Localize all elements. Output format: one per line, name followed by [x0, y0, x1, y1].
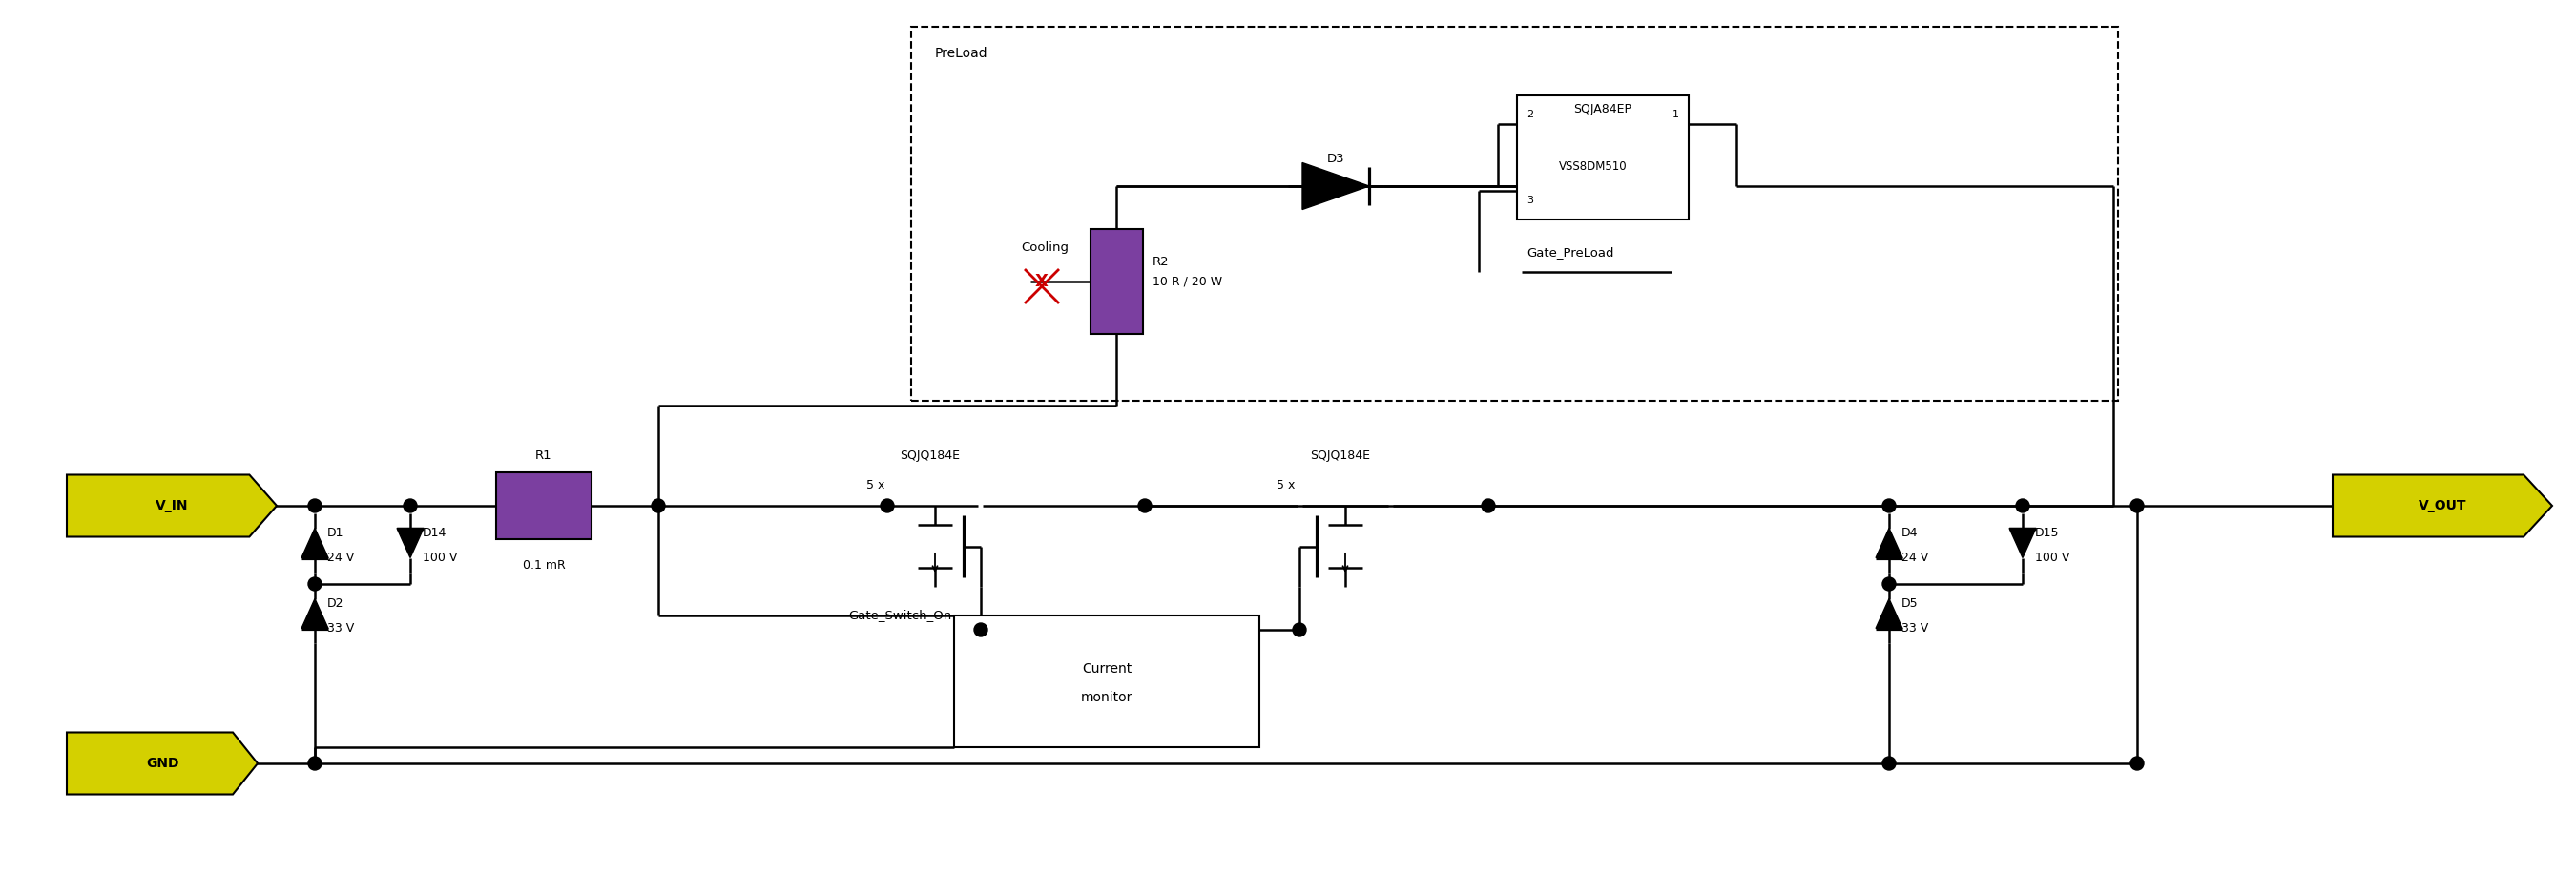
Circle shape [974, 623, 987, 637]
Polygon shape [2009, 528, 2035, 558]
Text: Cooling: Cooling [1020, 242, 1069, 254]
Polygon shape [1303, 163, 1368, 209]
Polygon shape [67, 732, 258, 795]
Text: SQJA84EP: SQJA84EP [1574, 103, 1633, 116]
Text: 100 V: 100 V [422, 551, 459, 563]
Text: D15: D15 [2035, 527, 2058, 540]
Text: SQJQ184E: SQJQ184E [899, 450, 961, 463]
Polygon shape [1875, 599, 1901, 628]
Text: D5: D5 [1901, 597, 1919, 611]
Circle shape [309, 577, 322, 590]
Polygon shape [301, 599, 327, 628]
Text: D4: D4 [1901, 527, 1919, 540]
Text: 2: 2 [1528, 110, 1533, 119]
Polygon shape [301, 528, 327, 558]
Circle shape [1883, 577, 1896, 590]
Circle shape [1293, 623, 1306, 637]
Text: monitor: monitor [1082, 691, 1133, 704]
Circle shape [1139, 499, 1151, 512]
Text: 1: 1 [1672, 110, 1680, 119]
Text: Gate_PreLoad: Gate_PreLoad [1528, 247, 1613, 259]
Text: 24 V: 24 V [1901, 551, 1929, 563]
Polygon shape [397, 528, 422, 558]
Text: R1: R1 [536, 450, 551, 463]
Bar [953, 616, 1260, 747]
Text: 10 R / 20 W: 10 R / 20 W [1151, 275, 1221, 287]
Circle shape [404, 499, 417, 512]
Circle shape [1883, 757, 1896, 770]
Text: 5 x: 5 x [866, 478, 884, 491]
Polygon shape [2334, 475, 2553, 537]
Text: D14: D14 [422, 527, 446, 540]
Polygon shape [1875, 528, 1901, 558]
Text: Current: Current [1082, 662, 1131, 675]
Text: 100 V: 100 V [2035, 551, 2069, 563]
Text: V_IN: V_IN [155, 499, 188, 512]
Text: V_OUT: V_OUT [2419, 499, 2465, 512]
Circle shape [309, 499, 322, 512]
Polygon shape [67, 475, 276, 537]
Bar [1090, 229, 1144, 334]
Text: GND: GND [147, 757, 178, 770]
Text: D1: D1 [327, 527, 345, 540]
Text: VSS8DM510: VSS8DM510 [1558, 161, 1628, 173]
Text: 33 V: 33 V [1901, 622, 1929, 634]
Circle shape [2130, 499, 2143, 512]
Text: 3: 3 [1528, 195, 1533, 205]
Circle shape [881, 499, 894, 512]
Text: 0.1 mR: 0.1 mR [523, 559, 564, 571]
Text: X: X [1036, 273, 1048, 290]
Circle shape [2130, 757, 2143, 770]
Text: R2: R2 [1151, 256, 1170, 269]
Circle shape [309, 757, 322, 770]
Text: 5 x: 5 x [1275, 478, 1296, 491]
Circle shape [652, 499, 665, 512]
Text: 33 V: 33 V [327, 622, 353, 634]
Text: Gate_Switch_On: Gate_Switch_On [850, 610, 953, 622]
Text: D2: D2 [327, 597, 345, 611]
Text: PreLoad: PreLoad [935, 46, 989, 60]
Circle shape [1481, 499, 1494, 512]
Text: SQJQ184E: SQJQ184E [1311, 450, 1370, 463]
Bar [1517, 95, 1690, 220]
Bar [912, 27, 2117, 401]
Text: D3: D3 [1327, 153, 1345, 166]
Text: 24 V: 24 V [327, 551, 353, 563]
Circle shape [1883, 499, 1896, 512]
Bar [497, 472, 592, 539]
Circle shape [2017, 499, 2030, 512]
